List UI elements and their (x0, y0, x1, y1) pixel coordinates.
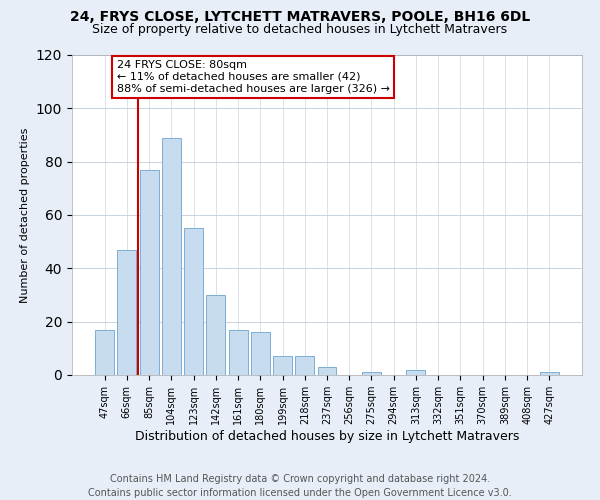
Y-axis label: Number of detached properties: Number of detached properties (20, 128, 31, 302)
Bar (540, 372, 559, 375)
Bar (295, 356, 314, 375)
Bar (229, 330, 248, 375)
Bar (251, 332, 270, 375)
Bar (162, 138, 181, 375)
Bar (317, 367, 337, 375)
Text: Size of property relative to detached houses in Lytchett Matravers: Size of property relative to detached ho… (92, 22, 508, 36)
Bar (206, 295, 225, 375)
Bar (140, 170, 158, 375)
Bar (273, 356, 292, 375)
Text: 24, FRYS CLOSE, LYTCHETT MATRAVERS, POOLE, BH16 6DL: 24, FRYS CLOSE, LYTCHETT MATRAVERS, POOL… (70, 10, 530, 24)
Bar (406, 370, 425, 375)
Bar (184, 228, 203, 375)
Bar (118, 250, 136, 375)
Text: 24 FRYS CLOSE: 80sqm
← 11% of detached houses are smaller (42)
88% of semi-detac: 24 FRYS CLOSE: 80sqm ← 11% of detached h… (117, 60, 390, 94)
Bar (362, 372, 381, 375)
Bar (95, 330, 114, 375)
Text: Contains HM Land Registry data © Crown copyright and database right 2024.
Contai: Contains HM Land Registry data © Crown c… (88, 474, 512, 498)
X-axis label: Distribution of detached houses by size in Lytchett Matravers: Distribution of detached houses by size … (135, 430, 519, 443)
